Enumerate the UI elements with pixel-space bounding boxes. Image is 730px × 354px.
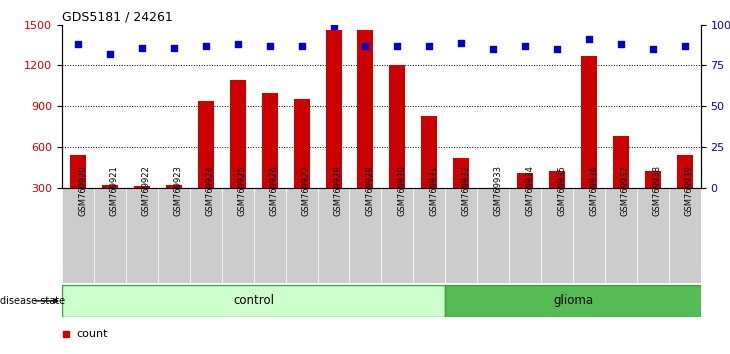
Point (551, 46, 563, 52)
Point (391, 43, 403, 49)
Bar (222, 188, 254, 283)
Point (456, 40, 467, 46)
Text: glioma: glioma (553, 295, 593, 307)
Bar (126, 188, 158, 283)
Bar (477, 188, 510, 283)
Bar (453, 158, 469, 188)
Text: GSM769939: GSM769939 (685, 165, 694, 216)
Text: GSM769932: GSM769932 (461, 165, 470, 216)
Text: GSM769931: GSM769931 (429, 165, 438, 216)
Bar (421, 116, 437, 188)
Bar (285, 188, 318, 283)
Bar (70, 155, 86, 188)
Bar (573, 188, 605, 283)
Point (615, 41, 627, 47)
Bar (445, 188, 477, 283)
Point (296, 43, 307, 49)
Text: GSM769929: GSM769929 (366, 165, 374, 216)
Bar (62, 285, 445, 317)
Text: count: count (77, 329, 108, 339)
Bar (94, 188, 126, 283)
Point (679, 43, 691, 49)
Text: GSM769927: GSM769927 (301, 165, 310, 216)
Point (360, 43, 372, 49)
Bar (549, 171, 565, 188)
Point (104, 51, 116, 57)
Bar (230, 80, 246, 188)
Text: GSM769933: GSM769933 (493, 165, 502, 216)
Point (168, 45, 180, 50)
Text: GSM769938: GSM769938 (653, 165, 662, 216)
Point (264, 43, 275, 49)
Point (232, 41, 244, 47)
Bar (166, 185, 182, 188)
Bar (62, 188, 94, 283)
Bar (413, 188, 445, 283)
Bar (381, 188, 413, 283)
Bar (326, 30, 342, 188)
Bar (318, 188, 350, 283)
Bar (510, 188, 541, 283)
Bar (669, 188, 701, 283)
Bar (350, 188, 381, 283)
Text: GSM769926: GSM769926 (269, 165, 279, 216)
Bar (677, 155, 693, 188)
Bar (517, 173, 533, 188)
Point (647, 46, 658, 52)
Text: GSM769925: GSM769925 (238, 165, 247, 216)
Bar (134, 186, 150, 188)
Text: GSM769935: GSM769935 (557, 165, 566, 216)
Bar (293, 99, 310, 188)
Text: GSM769937: GSM769937 (621, 165, 630, 216)
Text: GSM769924: GSM769924 (206, 165, 215, 216)
Text: GSM769930: GSM769930 (397, 165, 407, 216)
Bar (254, 188, 285, 283)
Bar (637, 188, 669, 283)
Point (423, 43, 435, 49)
Text: GDS5181 / 24261: GDS5181 / 24261 (62, 11, 173, 24)
Point (200, 43, 212, 49)
Text: GSM769920: GSM769920 (78, 165, 87, 216)
Bar (190, 188, 222, 283)
Text: GSM769922: GSM769922 (142, 165, 151, 216)
Point (488, 46, 499, 52)
Bar (102, 185, 118, 188)
Text: disease state: disease state (0, 296, 65, 306)
Bar (581, 56, 597, 188)
Bar (158, 188, 190, 283)
Point (136, 45, 147, 50)
Point (72, 41, 84, 47)
Text: GSM769934: GSM769934 (525, 165, 534, 216)
Point (328, 24, 339, 29)
Text: GSM769923: GSM769923 (174, 165, 182, 216)
Bar (541, 188, 573, 283)
Bar (198, 101, 214, 188)
Point (583, 36, 595, 42)
Bar (445, 285, 701, 317)
Bar (358, 30, 374, 188)
Bar (645, 171, 661, 188)
Text: GSM769921: GSM769921 (110, 165, 119, 216)
Bar (613, 136, 629, 188)
Bar (389, 65, 405, 188)
Point (519, 43, 531, 49)
Bar (605, 188, 637, 283)
Bar (261, 93, 277, 188)
Text: control: control (233, 295, 274, 307)
Text: GSM769928: GSM769928 (334, 165, 342, 216)
Text: GSM769936: GSM769936 (589, 165, 598, 216)
